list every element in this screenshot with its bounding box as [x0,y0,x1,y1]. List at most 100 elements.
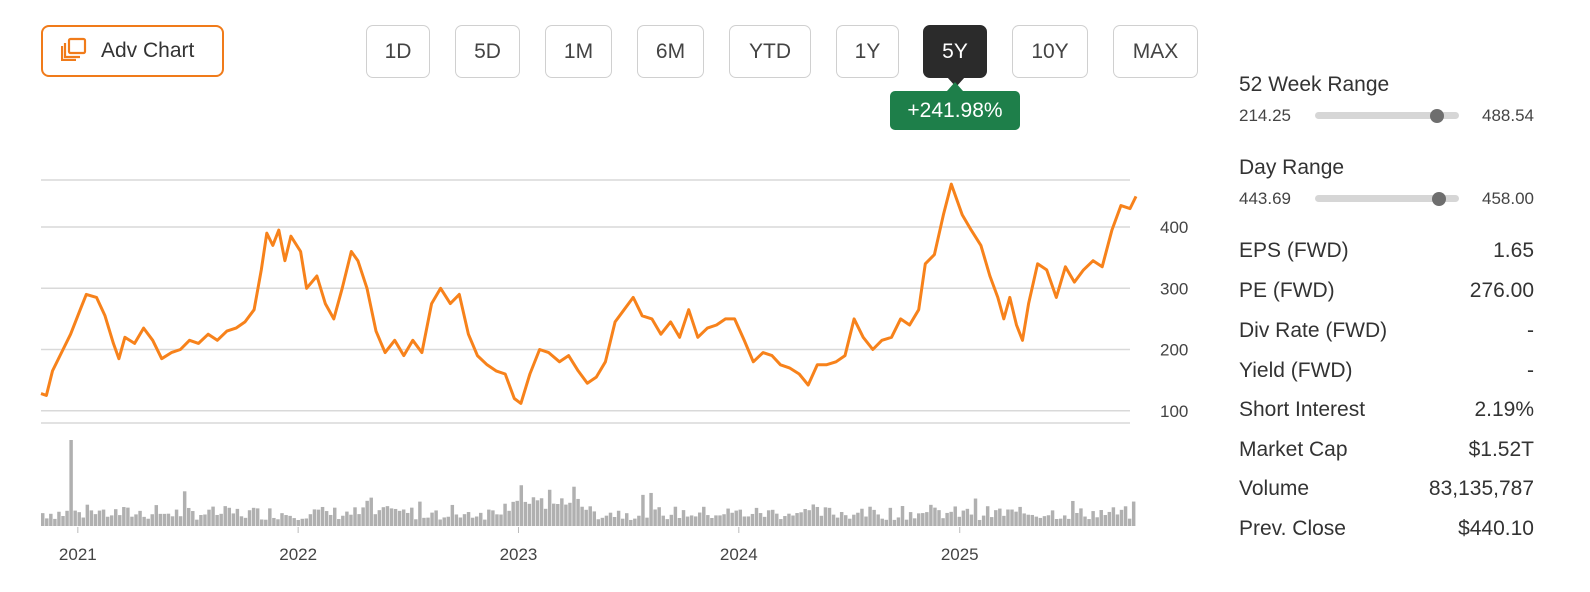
volume-bar [852,514,856,526]
volume-bar [868,506,872,526]
volume-bar [961,510,966,526]
volume-bar [296,519,300,526]
volume-bar [280,513,284,526]
volume-bar [203,514,207,526]
range-10y-button[interactable]: 10Y [1012,25,1088,78]
volume-bar [600,517,605,526]
volume-bar [85,504,90,526]
volume-bar [742,516,747,526]
range-max-button[interactable]: MAX [1113,25,1198,78]
y-tick-label: 200 [1160,341,1188,360]
range-1d-button[interactable]: 1D [366,25,430,78]
adv-chart-button[interactable]: Adv Chart [41,25,224,77]
range-1y-button[interactable]: 1Y [836,25,899,78]
volume-bar [807,510,811,526]
volume-bar [876,514,880,526]
range-5y-button[interactable]: 5Y [923,25,987,78]
day-low: 443.69 [1239,189,1291,208]
volume-bar [1131,501,1136,526]
volume-bar [771,509,775,526]
volume-bar [612,516,617,526]
volume-bar [738,509,743,526]
volume-bar [414,519,418,526]
volume-bar [69,440,73,526]
volume-bar [1083,516,1087,526]
volume-bar [170,516,175,526]
volume-bar [215,514,219,526]
volume-bar [888,507,893,526]
range-6m-button[interactable]: 6M [637,25,704,78]
day-range-bar: 443.69 458.00 [1239,189,1534,209]
volume-bar [827,507,832,526]
volume-bar [487,509,491,526]
change-badge: +241.98% [890,91,1020,130]
change-badge-caret [947,82,963,91]
volume-bar [406,512,410,526]
volume-bar [357,514,361,526]
volume-bar [235,508,240,526]
range-5d-button[interactable]: 5D [455,25,520,78]
volume-bar [937,510,941,526]
volume-bar [316,509,321,526]
volume-bar [625,513,629,526]
adv-chart-label: Adv Chart [101,39,195,62]
volume-bar [880,518,884,526]
volume-bar [211,506,215,526]
volume-bar [872,509,876,526]
volume-bar [401,509,406,526]
volume-bar [945,512,949,526]
volume-bar [560,498,564,526]
y-axis-ticks: 100 200 300 400 [1160,218,1188,421]
volume-bar [908,512,913,526]
volume-bar [134,514,138,526]
week52-high: 488.54 [1482,106,1534,125]
volume-bar [547,489,552,526]
volume-bar [1042,516,1047,526]
volume-bar [819,515,824,526]
week52-range-title: 52 Week Range [1239,73,1390,96]
volume-bar [722,514,726,526]
volume-bar [799,512,803,526]
volume-bar [1046,515,1051,526]
volume-bar [393,508,398,526]
x-tick-label: 2025 [941,545,979,564]
volume-bar [637,515,641,526]
volume-bar [576,498,580,526]
stat-yield: Yield (FWD) - [1239,359,1534,383]
volume-bar [150,514,154,526]
volume-bar [515,500,519,526]
volume-bar [568,502,572,526]
stat-label: PE (FWD) [1239,279,1335,302]
volume-bar [122,507,126,526]
volume-bar [835,517,840,526]
volume-bar [101,509,106,526]
volume-bar [418,501,422,526]
volume-bar [775,513,779,526]
range-ytd-button[interactable]: YTD [729,25,811,78]
range-1m-button[interactable]: 1M [545,25,612,78]
stat-label: Volume [1239,477,1310,500]
volume-bar [917,513,921,526]
stat-div-rate: Div Rate (FWD) - [1239,319,1534,343]
stat-eps: EPS (FWD) 1.65 [1239,239,1534,263]
stat-value: 1.65 [1493,239,1534,262]
volume-bar [1071,500,1075,526]
volume-bar [470,517,475,526]
volume-bar [223,506,227,526]
volume-bar [138,510,142,526]
volume-bar [783,516,787,526]
volume-bar [1002,515,1006,526]
volume-bar [766,510,771,526]
volume-bar [381,507,386,526]
chart-layers-icon [60,37,87,66]
volume-bar [1014,511,1018,526]
volume-bar [941,518,945,526]
volume-bar [689,515,694,526]
volume-bar [608,512,613,526]
volume-bar [462,514,467,526]
volume-bar [848,518,852,526]
y-tick-label: 100 [1160,402,1188,421]
volume-bar [949,511,953,526]
volume-bar [308,514,313,526]
volume-bar [702,506,706,526]
